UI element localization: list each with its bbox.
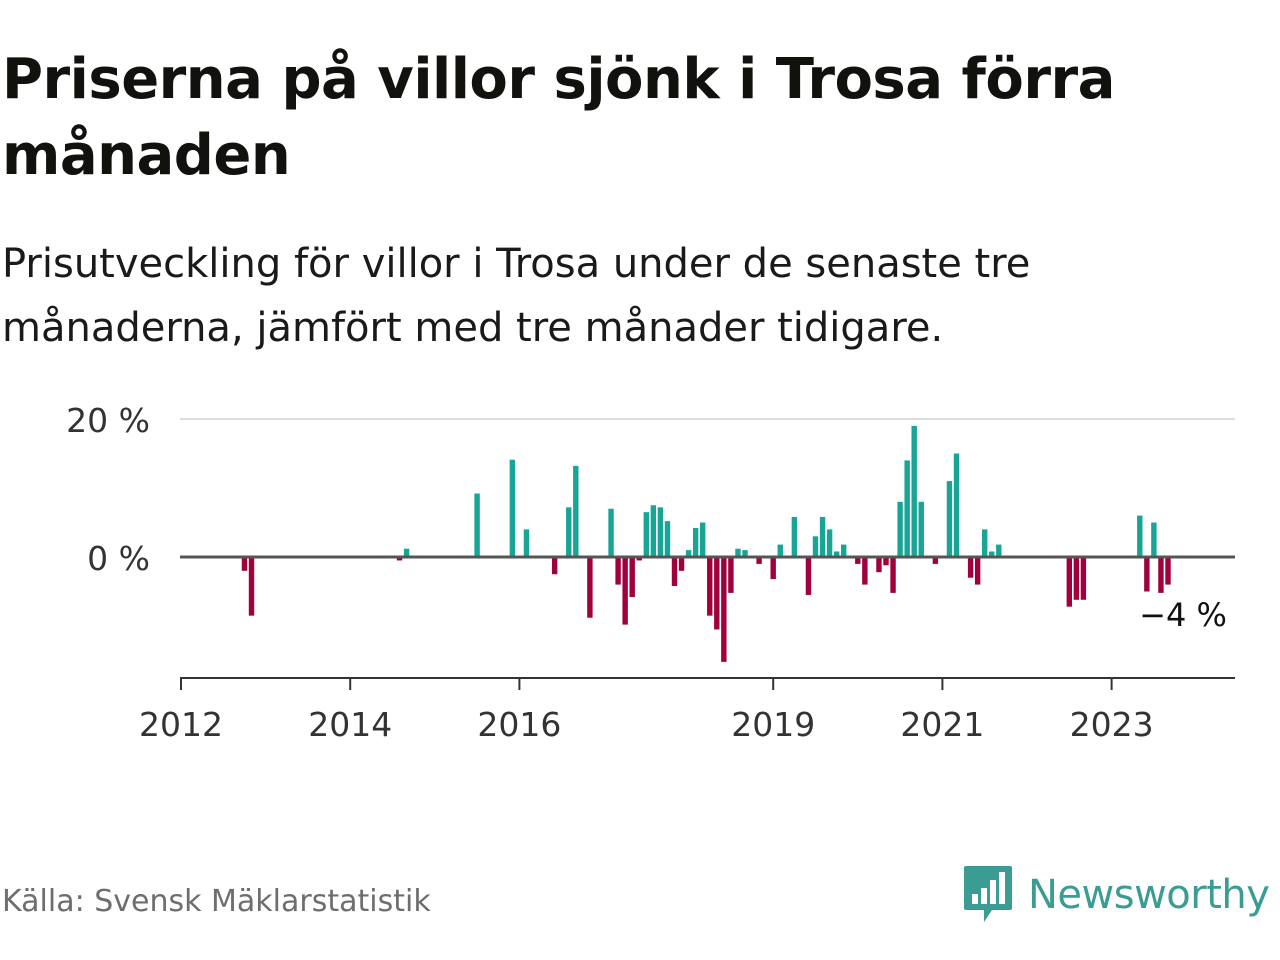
bar: [1165, 557, 1171, 585]
y-tick-label: 0 %: [87, 539, 150, 578]
bar: [678, 557, 685, 571]
newsworthy-logo: Newsworthy: [962, 862, 1270, 928]
bar: [883, 557, 889, 566]
x-tick-label: 2019: [731, 705, 815, 744]
bar: [685, 550, 692, 557]
bar: [770, 557, 776, 580]
x-tick-label: 2014: [308, 705, 392, 744]
x-tick-label: 2016: [477, 705, 561, 744]
bar: [629, 557, 635, 598]
x-tick-label: 2012: [139, 705, 223, 744]
bar: [1073, 557, 1080, 600]
bar: [608, 508, 614, 557]
bar: [566, 507, 572, 557]
chart-title: Priserna på villor sjönk i Trosa förra m…: [2, 47, 1115, 188]
bar: [876, 557, 882, 573]
bar-chart-speech-bubble-icon: [964, 866, 1012, 922]
labels: 20 % 0 % 2012 2014 2016 2019 2021 2023 −4 %: [66, 401, 1227, 744]
x-tick-label: 2023: [1070, 705, 1154, 744]
bar: [826, 529, 833, 557]
bar: [742, 550, 748, 557]
bar: [657, 507, 664, 557]
brand-name: Newsworthy: [1028, 872, 1270, 918]
bar: [911, 425, 917, 557]
bar: [897, 501, 903, 557]
bar: [812, 536, 819, 557]
bar: [615, 557, 621, 585]
bar: [509, 459, 516, 557]
bar: [1137, 515, 1143, 557]
bar: [862, 557, 868, 585]
bar: [946, 481, 953, 557]
bar: [833, 551, 840, 557]
x-tick-label: 2021: [900, 705, 984, 744]
bar: [953, 453, 960, 557]
bar: [756, 557, 762, 564]
bar: [904, 460, 910, 557]
bar: [777, 544, 783, 557]
bar: [1158, 557, 1164, 593]
bar: [707, 557, 713, 616]
axes: [180, 555, 1235, 690]
bar: [805, 557, 812, 595]
bar: [692, 528, 699, 557]
bar: [819, 516, 826, 557]
bar: [841, 544, 847, 557]
bar: [982, 529, 988, 557]
bar: [622, 557, 628, 625]
bar: [1066, 557, 1072, 607]
bar: [974, 557, 981, 585]
bar: [735, 548, 741, 557]
bar-chart: 20 % 0 % 2012 2014 2016 2019 2021 2023 −4 %: [66, 401, 1235, 744]
source-note: Källa: Svensk Mäklarstatistik: [2, 884, 431, 919]
bar: [671, 557, 678, 586]
bar: [791, 516, 798, 557]
bar: [573, 465, 579, 557]
bar: [664, 521, 671, 557]
bar: [700, 522, 706, 557]
bar: [403, 548, 410, 557]
bar: [523, 529, 530, 557]
chart-subtitle: Prisutveckling för villor i Trosa under …: [2, 241, 1031, 351]
bar: [855, 557, 861, 564]
bar: [989, 551, 995, 557]
bar: [1151, 522, 1157, 557]
bar: [967, 557, 974, 578]
bar: [241, 557, 248, 571]
bar: [890, 557, 896, 593]
bar: [1144, 557, 1150, 592]
bar: [587, 557, 593, 618]
bars: [241, 425, 1171, 662]
y-tick-label: 20 %: [66, 401, 150, 440]
bar: [396, 557, 403, 561]
bar: [918, 501, 924, 557]
bar: [551, 557, 558, 575]
bar: [721, 557, 727, 662]
bar: [650, 505, 657, 557]
bar: [714, 557, 720, 630]
bar: [728, 557, 734, 593]
bar: [996, 544, 1002, 557]
bar: [932, 557, 939, 564]
bar: [1080, 557, 1087, 600]
bar: [643, 512, 649, 557]
bar: [248, 557, 255, 616]
bar: [474, 493, 480, 557]
last-value-label: −4 %: [1139, 596, 1227, 634]
bar: [636, 557, 642, 561]
